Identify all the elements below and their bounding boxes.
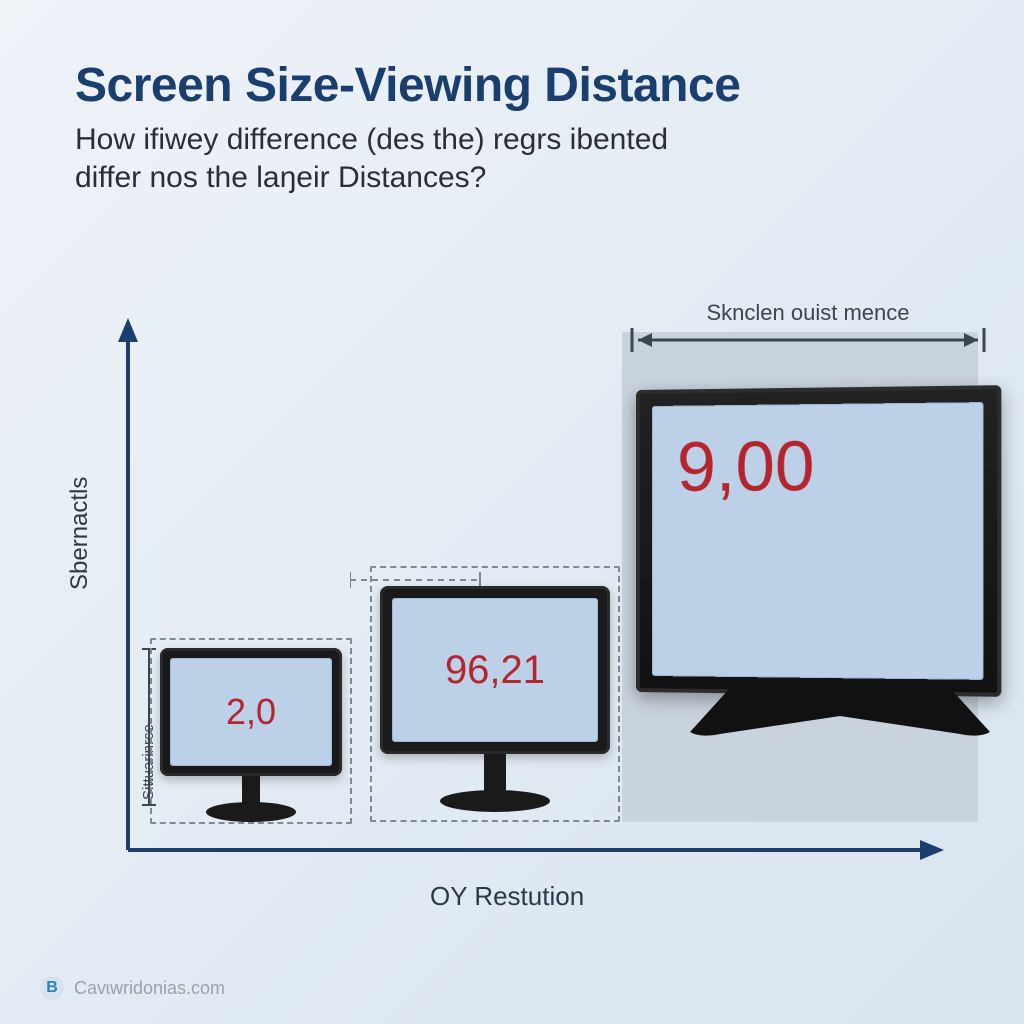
- header: Screen Size-Viewing Distance How ifiwey …: [75, 58, 740, 196]
- footer-logo-icon: B: [40, 976, 64, 1000]
- tv-large-screen: 9,00: [652, 402, 984, 680]
- tv-large: 9,00: [636, 390, 992, 762]
- monitor-medium-neck: [484, 754, 506, 794]
- page-title: Screen Size-Viewing Distance: [75, 58, 740, 113]
- footer: B Cavɩwridonias.com: [40, 976, 225, 1000]
- subtitle-line1: How ifiwey difference (des the) regrs ib…: [75, 123, 668, 156]
- monitor-small-value: 2,0: [226, 691, 276, 733]
- x-axis-label: OY Restution: [430, 881, 584, 912]
- tv-large-value: 9,00: [677, 426, 815, 506]
- monitor-small-screen: 2,0: [170, 658, 332, 766]
- chart: Sknclen ouist mence Sbernactls OY Restut…: [80, 290, 960, 900]
- width-indicator-arrows: [630, 326, 986, 354]
- subtitle-line2: differ nos the laŋeir Distances?: [75, 161, 486, 194]
- width-indicator: Sknclen ouist mence: [630, 300, 986, 326]
- monitor-medium: 96,21: [380, 586, 610, 816]
- monitor-small: 2,0: [160, 648, 342, 826]
- y-axis-label: Sbernactls: [66, 477, 94, 590]
- monitor-medium-base: [440, 790, 550, 812]
- monitor-medium-value: 96,21: [445, 648, 545, 693]
- monitor-medium-screen: 96,21: [392, 598, 598, 742]
- footer-logo-letter: B: [46, 979, 58, 997]
- page-subtitle: How ifiwey difference (des the) regrs ib…: [75, 121, 740, 196]
- footer-text: Cavɩwridonias.com: [74, 978, 225, 999]
- width-indicator-label: Sknclen ouist mence: [630, 300, 986, 326]
- monitor-small-base: [206, 802, 296, 822]
- tv-large-stand: [690, 682, 990, 738]
